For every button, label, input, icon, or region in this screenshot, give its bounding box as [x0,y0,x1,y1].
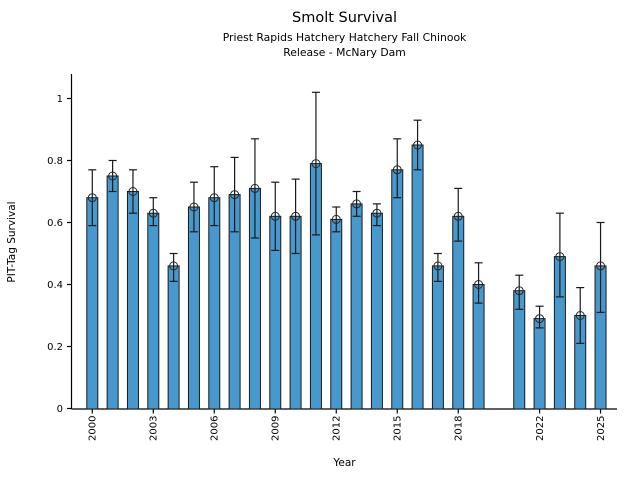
point-marker-2025 [596,261,606,271]
bar-2006 [208,197,221,410]
point-marker-2004 [169,261,179,271]
point-marker-2008 [250,183,260,193]
point-marker-2024 [575,311,585,320]
y-tick-label: 0.2 [47,342,63,353]
point-marker-2019 [474,280,484,289]
bar-2012 [330,218,343,410]
x-tick-label: 2006 [210,416,221,441]
x-axis-label: Year [333,457,356,469]
point-marker-2002 [128,187,138,196]
x-tick-label: 2009 [271,416,282,441]
point-marker-2003 [148,208,158,218]
x-tick-label: 2000 [88,416,99,441]
x-tick-label: 2015 [393,416,404,441]
y-tick-label: 0.4 [47,280,63,291]
point-marker-2016 [413,140,423,150]
point-marker-2009 [270,211,280,221]
bar-2001 [106,175,119,410]
point-marker-2011 [311,159,321,169]
y-tick-label: 0 [57,404,63,415]
bar-2013 [350,203,363,410]
bar-2015 [391,169,404,410]
bar-2022 [533,318,546,410]
point-marker-2006 [209,193,219,203]
x-tick-label: 2022 [535,416,546,441]
point-marker-2022 [535,314,545,324]
point-marker-2005 [189,202,199,212]
point-marker-2010 [291,211,301,221]
point-marker-2021 [514,286,524,296]
bar-2017 [431,265,444,410]
x-tick-label: 2025 [596,416,607,441]
bar-2002 [126,191,139,410]
chart-subtitle-line2: Release - McNary Dam [283,46,406,59]
x-tick-label: 2018 [454,416,465,441]
point-marker-2023 [555,252,565,262]
bar-2018 [452,215,465,410]
bar-2003 [147,212,160,410]
bar-2016 [411,144,424,410]
point-marker-2014 [372,208,382,218]
bar-2004 [167,265,180,410]
bar-2000 [86,197,99,410]
point-marker-2018 [453,211,463,221]
x-tick-label: 2012 [332,416,343,441]
y-tick-label: 0.6 [47,218,63,229]
point-marker-2012 [331,214,341,224]
point-marker-2013 [352,199,362,209]
chart-title: Smolt Survival [292,10,397,26]
point-marker-2001 [108,171,118,181]
point-marker-2007 [230,190,240,200]
point-marker-2000 [87,193,97,203]
x-tick-label: 2003 [149,416,160,441]
bar-2014 [370,212,383,410]
point-marker-2017 [433,261,443,271]
point-marker-2015 [392,165,402,175]
y-tick-label: 1 [57,94,63,105]
y-tick-label: 0.8 [47,156,63,167]
chart-subtitle-line1: Priest Rapids Hatchery Hatchery Fall Chi… [222,31,467,44]
bar-2005 [187,206,200,410]
